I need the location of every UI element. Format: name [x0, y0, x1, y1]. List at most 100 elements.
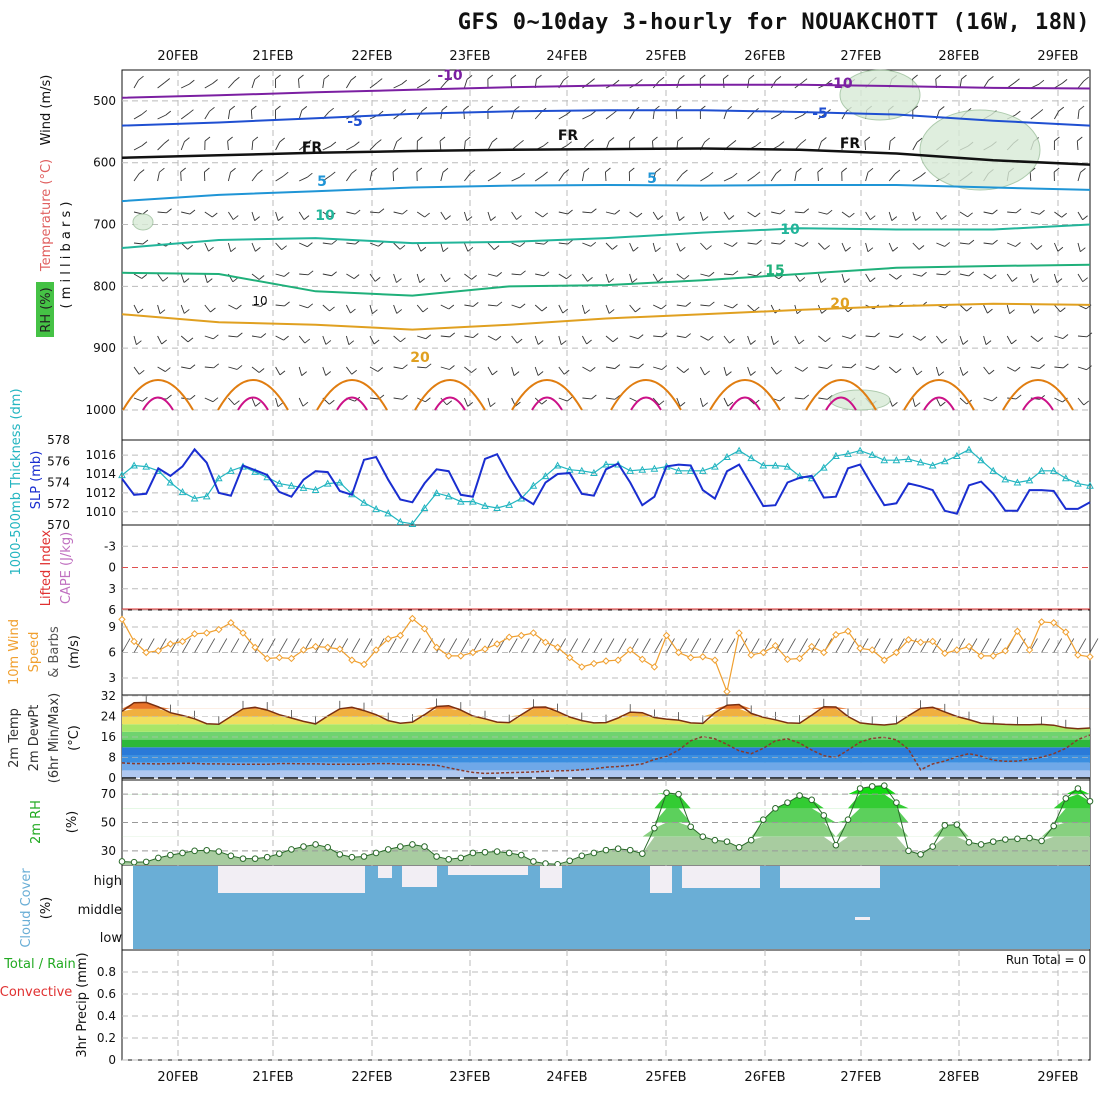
rh-point: [384, 846, 392, 853]
rh-point: [663, 789, 670, 797]
wind-barb: [750, 638, 760, 653]
upper-wind-barb: [1007, 242, 1016, 247]
rh-point: [288, 846, 295, 853]
upper-wind-barb: [676, 211, 680, 221]
rh-point: [977, 841, 985, 848]
top-date-label: 28FEB: [938, 49, 979, 64]
upper-wind-barb: [346, 145, 355, 151]
upper-wind-barb: [393, 141, 398, 151]
upper-wind-barb: [204, 304, 211, 313]
upper-wind-barb: [983, 335, 987, 345]
upper-wind-barb-flag: [1083, 400, 1090, 406]
upper-wind-barb-flag: [629, 136, 635, 142]
upper-wind-barb-flag: [1014, 366, 1021, 372]
upper-wind-barb-flag: [682, 169, 688, 175]
bottom-date-label: 23FEB: [449, 1070, 490, 1085]
upper-wind-barb: [770, 114, 780, 120]
upper-wind-barb: [700, 366, 706, 376]
upper-wind-barb-flag: [254, 216, 260, 221]
isotherm-25-arc: [903, 379, 975, 411]
isotherm--10: [121, 83, 1091, 99]
upper-wind-barb-flag: [825, 337, 831, 343]
upper-wind-barb: [393, 83, 402, 89]
humidity-contour-blob: [839, 69, 921, 121]
upper-wind-barb: [771, 242, 781, 245]
upper-wind-barb: [558, 335, 562, 345]
upper-wind-barb-flag: [466, 216, 473, 221]
upper-wind-barb-flag: [966, 306, 972, 312]
upper-wind-barb: [275, 366, 281, 376]
upper-wind-barb-flag: [236, 365, 243, 370]
rh-band: [122, 785, 1090, 795]
upper-wind-barb-flag: [821, 137, 827, 142]
upper-wind-barb: [582, 273, 588, 282]
upper-wind-barb: [511, 176, 520, 182]
upper-wind-barb-flag: [1015, 242, 1021, 247]
wind-speed-point: [771, 641, 780, 650]
upper-wind-barb: [393, 242, 401, 250]
upper-wind-barb-flag: [638, 363, 644, 369]
wind-barb: [266, 638, 276, 653]
wind-barb: [569, 638, 579, 653]
upper-wind-barb: [227, 110, 231, 120]
upper-wind-barb-flag: [187, 337, 194, 343]
upper-wind-barb-flag: [487, 74, 494, 80]
wind-speed-point: [650, 663, 659, 671]
upper-wind-barb-flag: [962, 340, 969, 345]
wind-speed-point: [336, 645, 344, 653]
upper-wind-barb-flag: [402, 209, 408, 215]
upper-wind-barb-flag: [301, 371, 307, 377]
cloud-level-label: low: [100, 931, 123, 946]
wind-speed-point: [263, 654, 271, 663]
wind-speed-point: [227, 619, 235, 627]
upper-wind-barb-flag: [730, 140, 737, 145]
rh-point: [808, 796, 816, 804]
wind-speed-point: [251, 643, 259, 652]
thickness-point: [408, 519, 417, 527]
upper-wind-barb-flag: [915, 216, 921, 221]
wind-barb: [1089, 638, 1099, 653]
rh-point: [409, 841, 416, 848]
upper-wind-barb: [817, 141, 822, 151]
thickness-tick-label: 574: [47, 476, 70, 490]
rh-point: [699, 833, 707, 840]
upper-wind-barb-flag: [850, 363, 857, 369]
upper-wind-barb: [464, 304, 474, 307]
wind-barb: [460, 638, 470, 653]
upper-wind-barb-flag: [141, 110, 148, 115]
upper-wind-barb-flag: [563, 75, 569, 81]
upper-wind-barb-flag: [657, 277, 664, 283]
upper-wind-barb: [157, 172, 160, 182]
wind-barb: [508, 638, 518, 653]
wind-speed-point: [953, 646, 961, 654]
wind-barb: [726, 638, 736, 653]
upper-wind-barb: [747, 273, 757, 277]
upper-wind-barb: [865, 366, 875, 371]
upper-wind-barb-flag: [184, 309, 190, 314]
wind-speed-point: [844, 627, 852, 635]
upper-wind-barb: [487, 242, 495, 250]
rh-point: [856, 785, 864, 792]
upper-wind-barb-flag: [323, 74, 330, 80]
wind-speed-point: [1062, 628, 1070, 636]
rh-point: [820, 812, 828, 819]
thickness-point: [432, 489, 441, 497]
upper-wind-barb: [181, 211, 191, 215]
upper-wind-barb: [1077, 335, 1088, 338]
thickness-axis-label: 1000-500mb Thickness (dm): [9, 388, 24, 575]
rh-point: [433, 853, 440, 860]
upper-wind-barb-flag: [284, 301, 290, 307]
upper-wind-barb-flag: [251, 105, 257, 111]
upper-wind-barb-flag: [1014, 78, 1020, 84]
upper-wind-barb: [605, 242, 613, 250]
rh-point: [844, 816, 852, 823]
upper-wind-barb-flag: [935, 74, 942, 80]
upper-wind-barb: [416, 111, 423, 120]
upper-wind-barb-flag: [208, 246, 214, 252]
wind-speed-point: [735, 629, 743, 637]
humidity-contour-blob: [132, 213, 154, 231]
temp-band: [122, 739, 1090, 748]
upper-wind-barb: [1053, 242, 1059, 252]
isotherm-label: FR: [302, 140, 323, 156]
upper-wind-barb-flag: [897, 333, 904, 338]
